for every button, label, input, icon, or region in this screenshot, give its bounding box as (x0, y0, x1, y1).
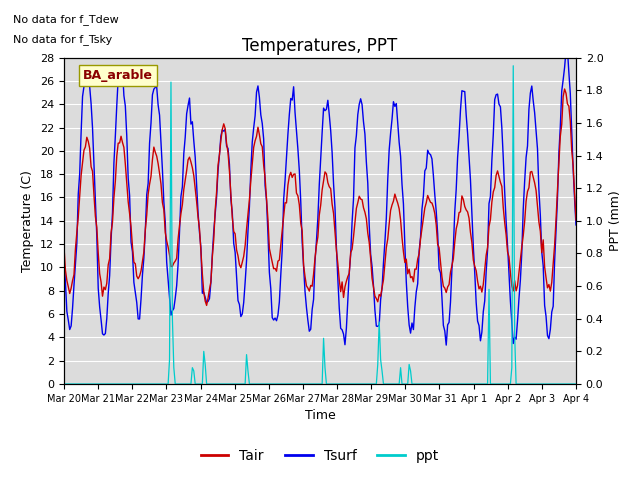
Y-axis label: PPT (mm): PPT (mm) (609, 191, 622, 251)
X-axis label: Time: Time (305, 409, 335, 422)
Y-axis label: Temperature (C): Temperature (C) (22, 170, 35, 272)
Text: No data for f_Tdew: No data for f_Tdew (13, 14, 118, 25)
Title: Temperatures, PPT: Temperatures, PPT (243, 36, 397, 55)
Text: No data for f_Tsky: No data for f_Tsky (13, 34, 112, 45)
Text: BA_arable: BA_arable (83, 69, 153, 82)
Legend: Tair, Tsurf, ppt: Tair, Tsurf, ppt (195, 444, 445, 468)
